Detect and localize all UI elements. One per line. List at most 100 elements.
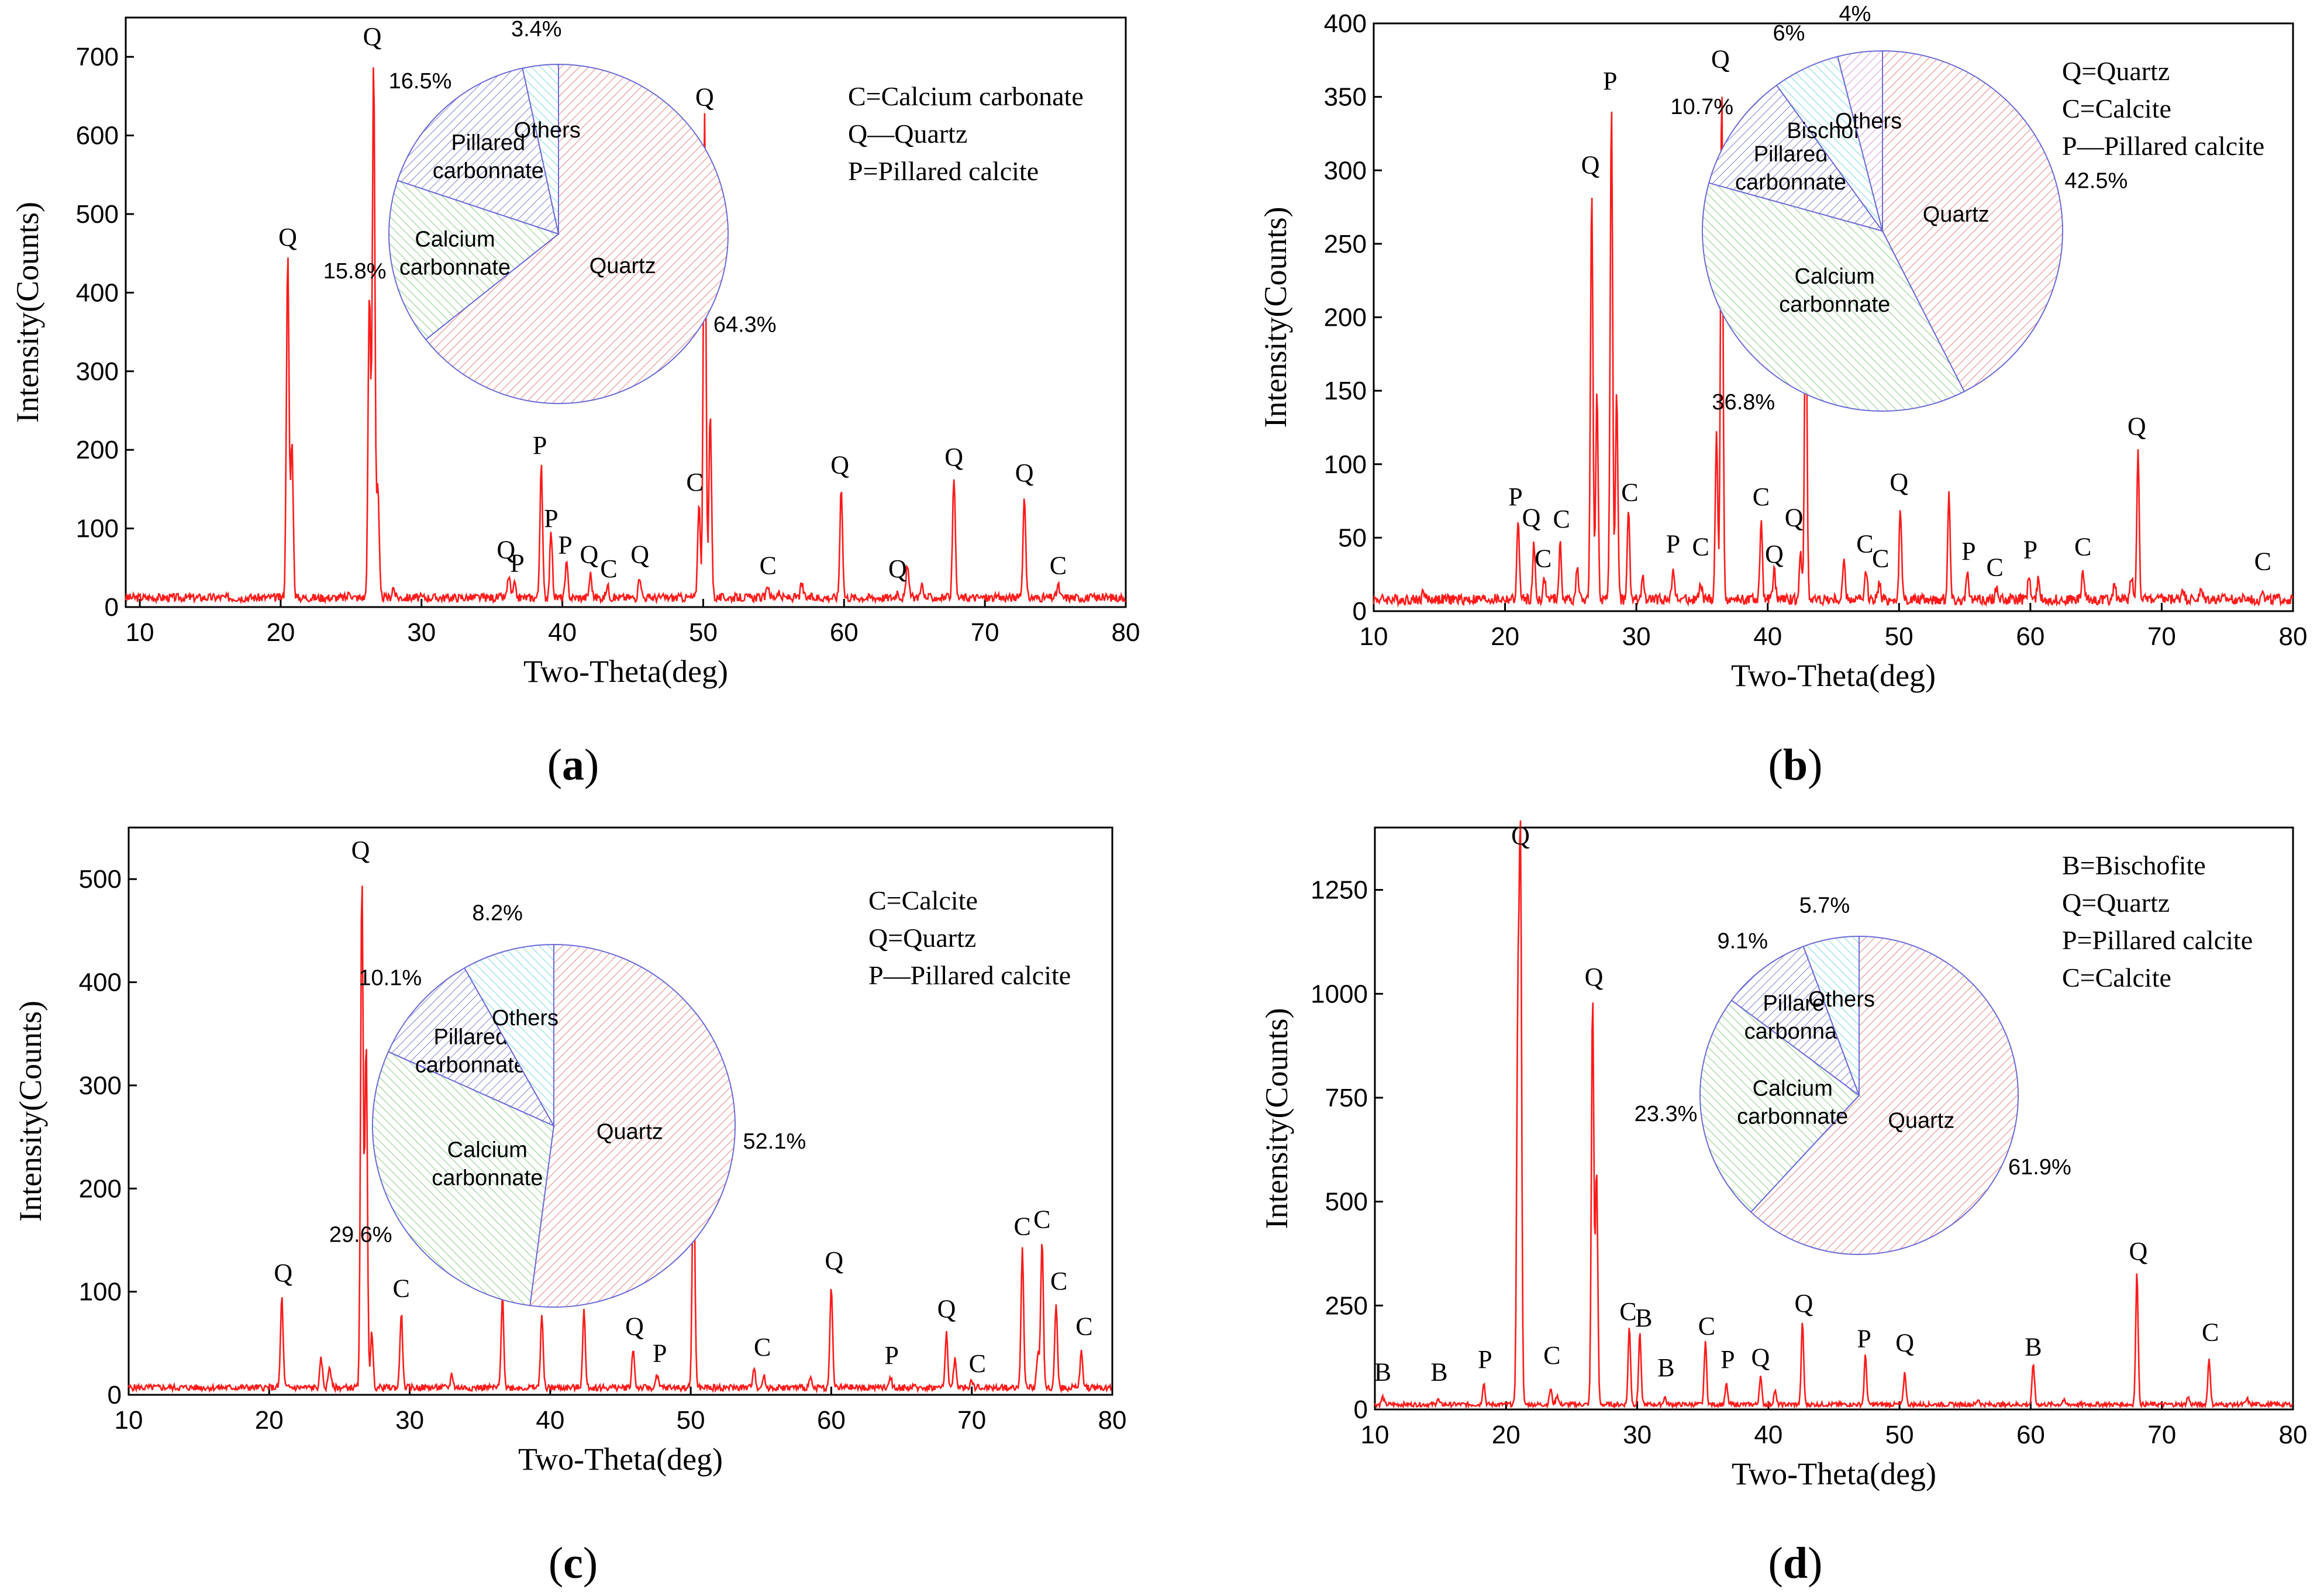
x-tick-label: 80: [2279, 622, 2308, 651]
pie-slice-name: Calcium: [1753, 1076, 1833, 1101]
peak-label: C: [392, 1274, 409, 1302]
xrd-chart-d: 10 20 30 40 50 60 70 80 0 250 500 750 1000 1250 Two-Th…: [1259, 820, 2307, 1491]
peak-label: C: [754, 1333, 771, 1361]
pie-slice-name: carbonnate: [415, 1053, 526, 1078]
xrd-spectrum-line: [1374, 820, 2294, 1410]
peak-label: P: [885, 1341, 899, 1370]
legend-entry: C=Calcite: [2062, 94, 2171, 123]
y-axis-label: Intensity(Counts): [1258, 207, 1293, 428]
chart-panel-d: 10 20 30 40 50 60 70 80 0 250 500 750 1000 1250 Two-Th…: [1158, 798, 2317, 1596]
pie-slice-percent: 52.1%: [743, 1129, 806, 1154]
pie-slice-percent: 23.3%: [1635, 1102, 1698, 1126]
pie-slice: [1882, 50, 2063, 392]
peak-label: C: [600, 554, 617, 583]
peak-label: B: [2025, 1333, 2042, 1361]
subfigure-letter-b: b: [1782, 740, 1808, 790]
peak-label: Q: [888, 554, 907, 583]
pie-slice-percent: 29.6%: [329, 1222, 392, 1247]
subfigure-label-a: (a): [547, 740, 599, 790]
x-tick-label: 30: [1623, 1421, 1651, 1449]
x-tick-label: 20: [1492, 1421, 1520, 1449]
peak-label: C: [1621, 478, 1638, 507]
x-tick-label: 50: [1885, 622, 1913, 651]
y-tick-label: 300: [79, 1071, 122, 1100]
peak-label: P: [1720, 1345, 1735, 1374]
pie-slice: [425, 63, 729, 404]
peak-label: Q: [497, 536, 515, 564]
peak-label: P: [2023, 536, 2037, 564]
peak-label: C: [2202, 1318, 2219, 1347]
x-tick-label: 10: [1360, 622, 1388, 651]
y-tick-label: 300: [76, 357, 119, 386]
x-tick-label: 30: [407, 618, 436, 647]
pie-slice: [1730, 945, 1861, 1097]
pie-slice-name: Quartz: [1923, 202, 1990, 227]
pie-slice-name: Calcium: [415, 227, 495, 251]
peak-label: C: [686, 468, 703, 497]
x-tick-label: 40: [1753, 622, 1782, 651]
legend-entry: C=Calcite: [2062, 963, 2171, 992]
pie-slice-percent: 3.4%: [511, 17, 562, 42]
y-axis-label: Intensity(Counts): [1259, 1008, 1294, 1229]
pie-slice: [529, 943, 736, 1308]
composition-pie: Quartz61.9%Calciumcarbonnate23.3%Pillare…: [1635, 893, 2071, 1255]
x-tick-label: 70: [971, 618, 999, 647]
y-tick-label: 500: [79, 865, 122, 894]
peak-label: C: [1753, 482, 1770, 511]
peak-label: P: [510, 549, 524, 578]
peak-label: Q: [2129, 1237, 2147, 1266]
pie-slice: [463, 943, 554, 1128]
chart-panel-c: 10 20 30 40 50 60 70 80 0 100 200 300 400 500 Two-Thet…: [0, 798, 1158, 1596]
peak-label: C: [1543, 1341, 1560, 1370]
xrd-spectrum-line: [1373, 96, 2294, 608]
x-tick-label: 10: [1361, 1421, 1389, 1449]
plot-frame: [127, 826, 1113, 1396]
x-tick-label: 40: [548, 618, 577, 647]
peak-label: P: [558, 531, 572, 560]
pie-slice-percent: 42.5%: [2065, 168, 2128, 193]
y-tick-label: 100: [1324, 450, 1367, 479]
peak-label: C: [1033, 1205, 1050, 1233]
y-tick-label: 0: [1354, 1395, 1368, 1424]
peak-label: P: [1603, 67, 1617, 95]
y-tick-label: 100: [79, 1278, 122, 1307]
peak-label: C: [2074, 533, 2091, 561]
peak-label: C: [1856, 530, 1873, 559]
peak-label: Q: [1522, 503, 1541, 532]
x-tick-label: 10: [126, 618, 154, 647]
xrd-chart-c: 10 20 30 40 50 60 70 80 0 100 200 300 400 500 Two-Thet…: [13, 826, 1126, 1477]
x-tick-label: 70: [957, 1406, 986, 1435]
pie-slice-name: carbonnate: [433, 158, 544, 183]
peak-label: Q: [278, 223, 297, 251]
peak-label: Q: [1015, 459, 1034, 487]
y-tick-label: 500: [76, 200, 119, 229]
legend-entry: B=Bischofite: [2062, 850, 2206, 880]
x-tick-label: 60: [2016, 622, 2044, 651]
peak-label: C: [1535, 544, 1551, 573]
peak-label: P: [1478, 1345, 1492, 1374]
pie-slice-name: Quartz: [1888, 1109, 1954, 1133]
peak-label: Q: [580, 540, 598, 569]
pie-slice-name: Pillared: [433, 1025, 508, 1050]
composition-pie: Quartz 52.1% Calcium carbonnate 29.6% Pillare…: [329, 901, 806, 1308]
peak-label: Q: [1795, 1289, 1813, 1318]
pie-slice: [1802, 935, 1860, 1096]
peak-label: P: [1666, 530, 1680, 559]
pie-slice: [1837, 50, 1883, 232]
peak-label: Q: [830, 451, 849, 480]
pie-slice-percent: 9.1%: [1717, 929, 1768, 954]
y-tick-label: 50: [1338, 523, 1367, 552]
x-tick-label: 50: [1885, 1421, 1914, 1449]
peak-label: Q: [1585, 963, 1604, 991]
pie-slice: [1702, 182, 1966, 412]
legend-entry: P=Pillared calcite: [848, 156, 1039, 186]
peak-label: C: [760, 551, 777, 580]
x-tick-label: 20: [255, 1406, 284, 1435]
y-tick-label: 200: [76, 436, 119, 464]
plot-frame: [1374, 826, 2294, 1411]
subfigure-label-d: (d): [1768, 1539, 1823, 1588]
y-tick-label: 500: [1325, 1188, 1368, 1216]
x-axis-label: Two-Theta(deg): [518, 1442, 723, 1477]
x-tick-label: 80: [1112, 618, 1140, 647]
y-tick-label: 750: [1325, 1084, 1368, 1112]
